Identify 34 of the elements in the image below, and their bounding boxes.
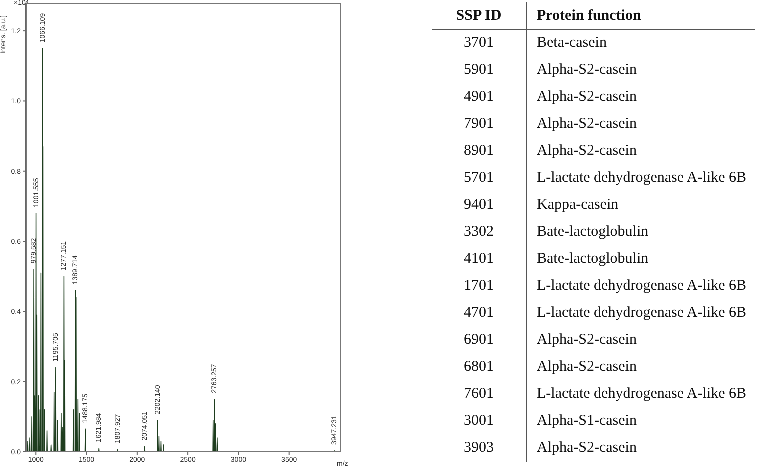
text: L-lactate dehydrogenase A-like 6B [537,170,747,186]
text: 3001 [464,413,494,429]
text: 5701 [464,170,494,186]
text: 3701 [464,35,494,51]
text: Alpha-S2-casein [537,143,637,159]
text: 3903 [464,440,494,456]
text: Alpha-S2-casein [537,332,637,348]
text: L-lactate dehydrogenase A-like 6B [537,386,747,402]
text: 6901 [464,332,494,348]
text: Alpha-S2-casein [537,62,637,78]
text: Alpha-S2-casein [537,89,637,105]
text: Kappa-casein [537,197,619,213]
text: 8901 [464,143,494,159]
text: 7901 [464,116,494,132]
text: Alpha-S1-casein [537,413,637,429]
text: 4701 [464,305,494,321]
text: Beta-casein [537,35,607,51]
text: 6801 [464,359,494,375]
text: 4901 [464,89,494,105]
text: 3302 [464,224,494,240]
text: Alpha-S2-casein [537,440,637,456]
text: Bate-lactoglobulin [537,251,649,267]
text: Alpha-S2-casein [537,359,637,375]
text: 1701 [464,278,494,294]
text: Alpha-S2-casein [537,116,637,132]
category-label: Protein function [526,2,755,30]
text: 4101 [464,251,494,267]
text: 5901 [464,62,494,78]
text: 9401 [464,197,494,213]
text: L-lactate dehydrogenase A-like 6B [537,305,747,321]
category-label: SSP ID [432,2,526,30]
text: L-lactate dehydrogenase A-like 6B [537,278,747,294]
text: Bate-lactoglobulin [537,224,649,240]
text: 7601 [464,386,494,402]
